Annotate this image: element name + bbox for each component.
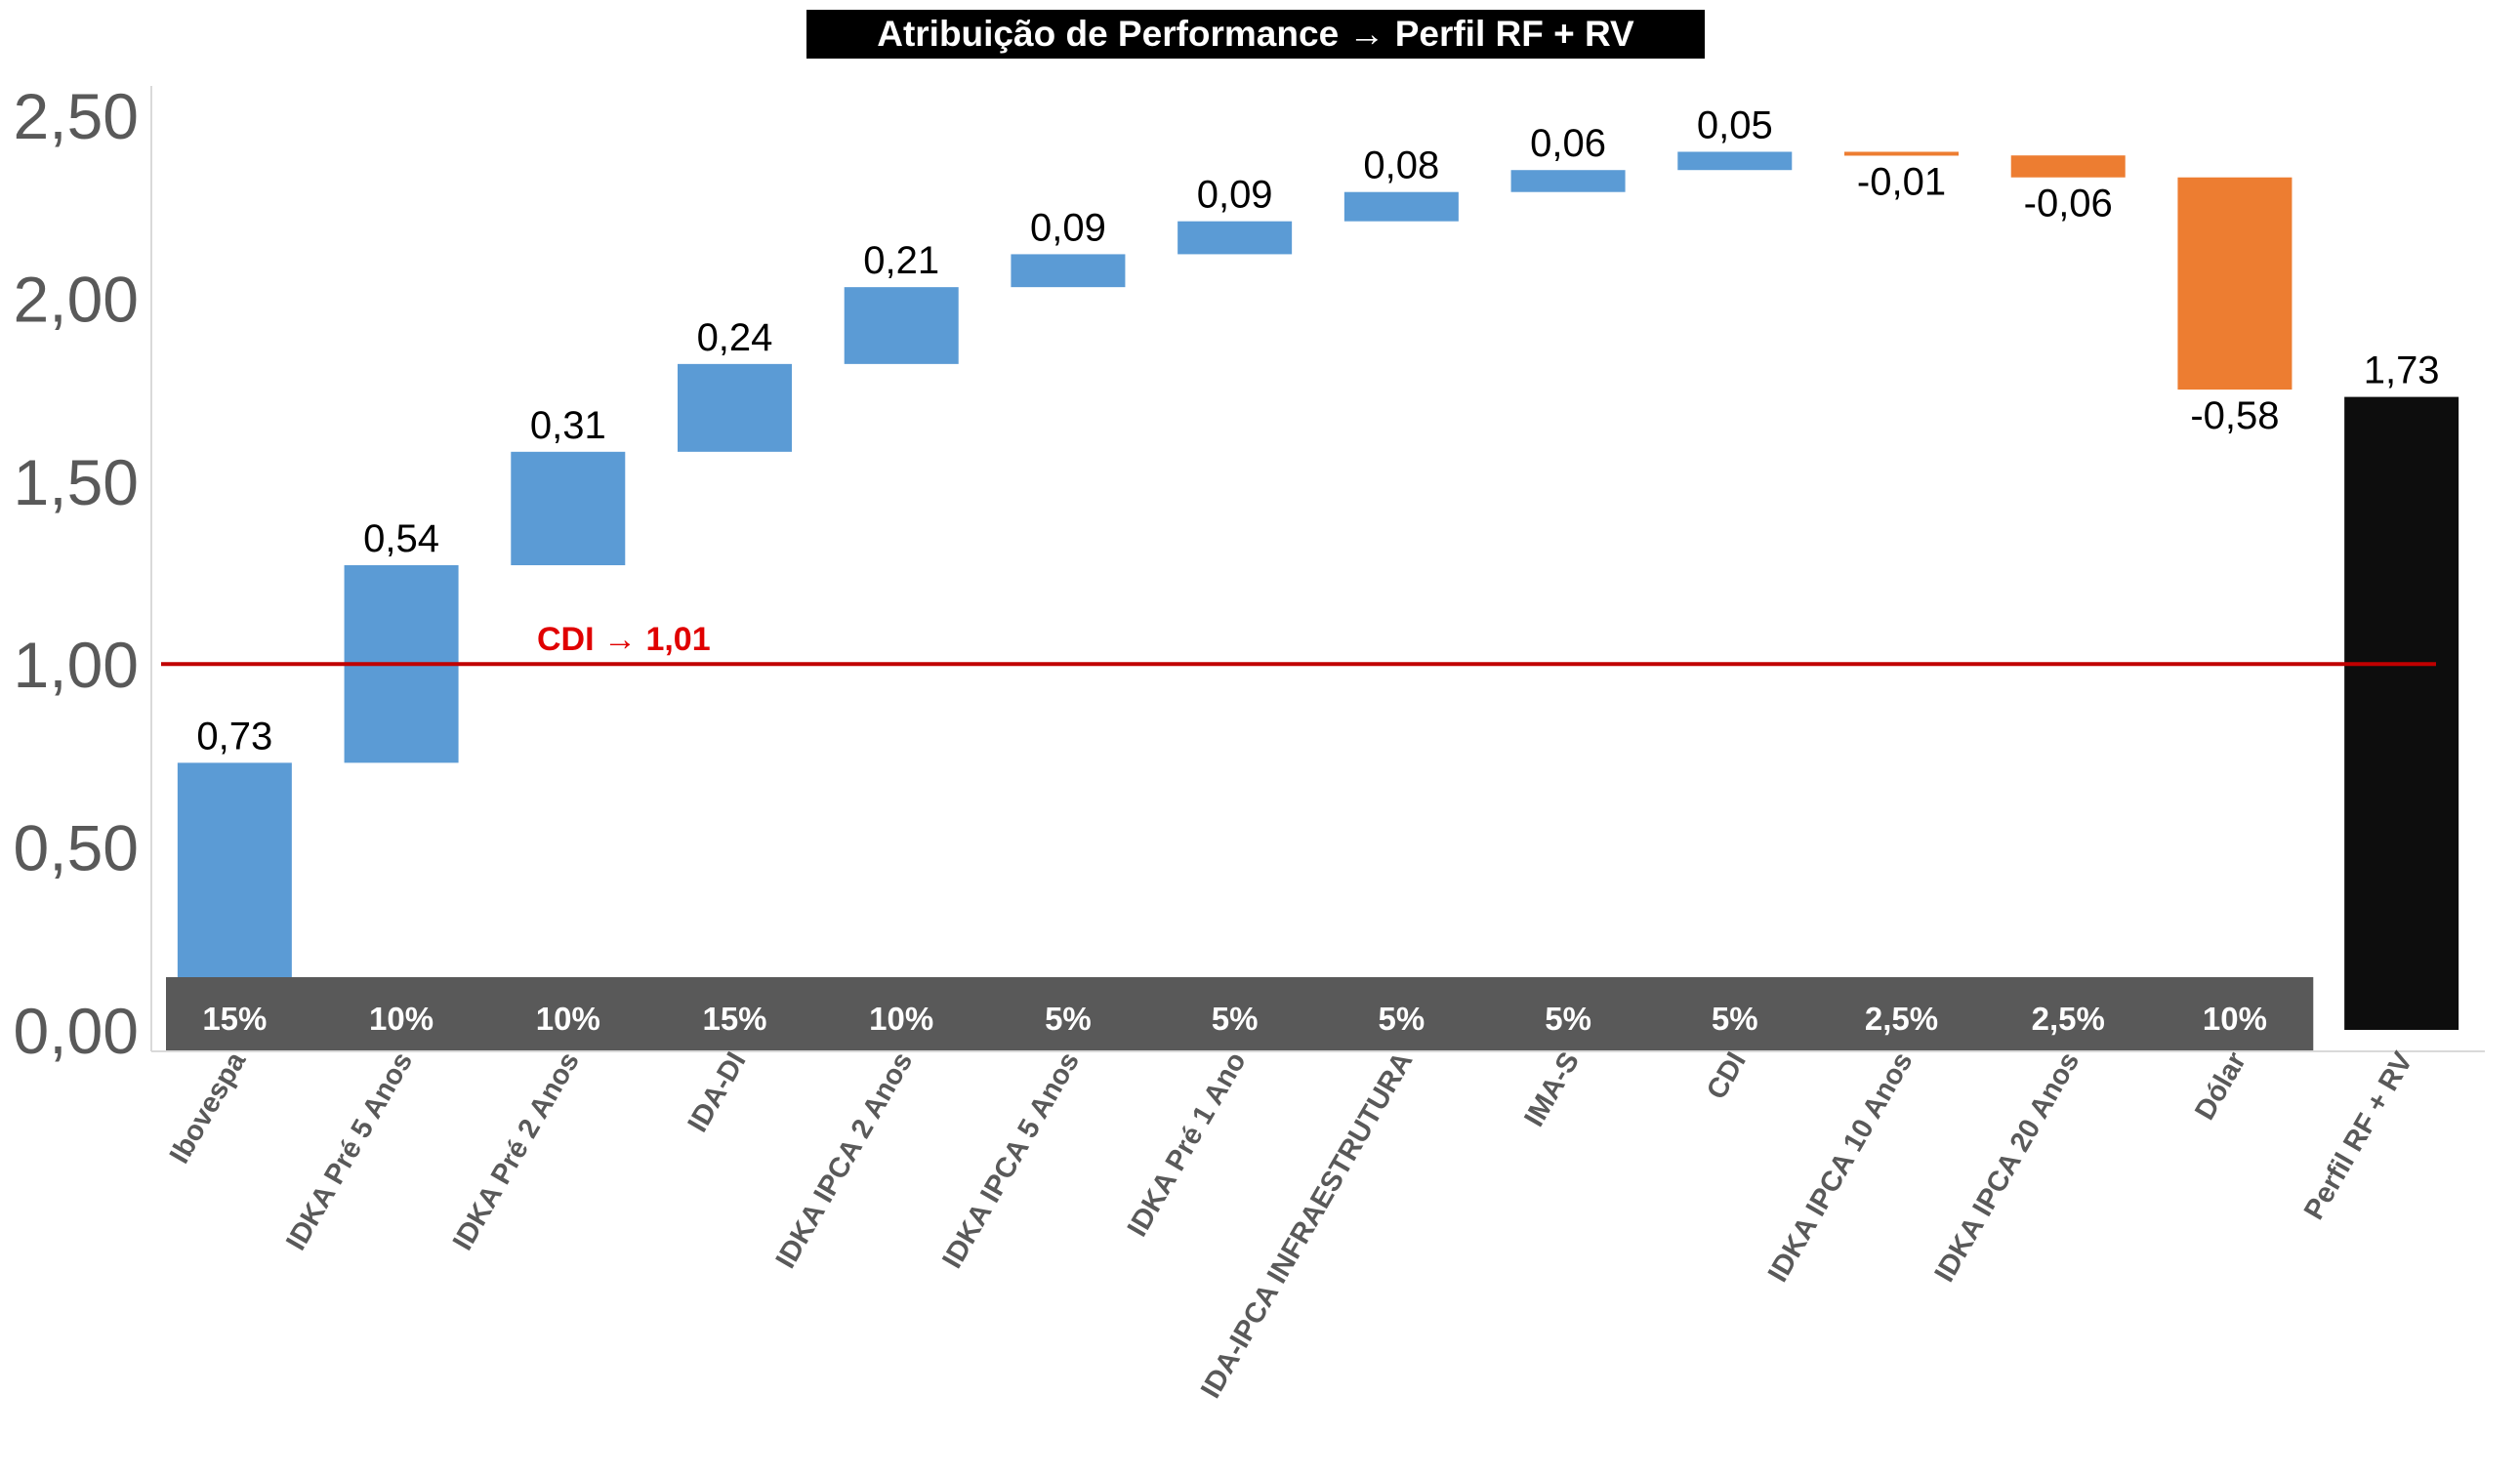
value-label-9: 0,05 (1697, 103, 1773, 146)
weight-label-12: 10% (2203, 1001, 2267, 1037)
weights-band (166, 977, 2314, 1051)
bar-8 (1510, 170, 1626, 192)
weight-label-11: 2,5% (2032, 1001, 2105, 1037)
bar-7 (1343, 191, 1459, 222)
chart-title: Atribuição de Performance → Perfil RF + … (806, 10, 1705, 102)
x-tick-label-11: IDKA IPCA 20 Anos (1929, 1047, 2086, 1288)
x-tick-label-10: IDKA IPCA 10 Anos (1762, 1047, 1920, 1288)
value-label-5: 0,09 (1030, 206, 1106, 249)
x-tick-label-6: IDKA Pré 1 Ano (1122, 1047, 1253, 1243)
value-label-12: -0,58 (2190, 394, 2279, 437)
weight-label-10: 2,5% (1865, 1001, 1938, 1037)
x-tick-label-2: IDKA Pré 2 Anos (447, 1047, 586, 1256)
y-tick-label-3: 1,50 (14, 446, 139, 518)
weight-label-4: 10% (869, 1001, 933, 1037)
weight-label-6: 5% (1212, 1001, 1259, 1037)
weight-label-7: 5% (1379, 1001, 1425, 1037)
weight-label-2: 10% (536, 1001, 600, 1037)
y-tick-label-2: 1,00 (14, 629, 139, 701)
y-tick-label-0: 0,00 (14, 995, 139, 1067)
x-tick-label-5: IDKA IPCA 5 Anos (936, 1047, 1086, 1274)
y-tick-label-4: 2,00 (14, 263, 139, 335)
value-label-11: -0,06 (2024, 183, 2113, 226)
value-label-0: 0,73 (196, 715, 272, 758)
weight-label-1: 10% (369, 1001, 434, 1037)
value-label-10: -0,01 (1857, 160, 1946, 203)
x-tick-label-13: Perfil RF + RV (2298, 1046, 2419, 1225)
bar-2 (511, 451, 626, 566)
weight-label-5: 5% (1045, 1001, 1092, 1037)
weight-label-8: 5% (1545, 1001, 1591, 1037)
value-label-6: 0,09 (1197, 174, 1273, 217)
value-label-4: 0,21 (863, 239, 939, 282)
bar-5 (1011, 254, 1126, 288)
bar-11 (2010, 155, 2126, 178)
value-label-8: 0,06 (1530, 122, 1606, 165)
bar-12 (2177, 177, 2293, 390)
value-label-7: 0,08 (1363, 144, 1439, 187)
x-tick-label-1: IDKA Pré 5 Anos (280, 1047, 419, 1256)
cdi-reference-label: CDI → 1,01 (537, 621, 711, 658)
x-tick-label-4: IDKA IPCA 2 Anos (770, 1047, 920, 1274)
x-tick-label-8: IMA-S (1518, 1047, 1586, 1132)
value-label-3: 0,24 (697, 316, 773, 359)
value-label-2: 0,31 (530, 404, 606, 447)
bar-6 (1177, 221, 1293, 255)
weight-label-0: 15% (202, 1001, 267, 1037)
x-tick-label-3: IDA-DI (682, 1047, 753, 1138)
bar-13 (2344, 396, 2459, 1030)
x-tick-label-12: Dólar (2189, 1047, 2252, 1126)
bar-10 (1844, 151, 1959, 156)
y-tick-label-5: 2,50 (14, 80, 139, 152)
x-tick-label-0: Ibovespa (164, 1046, 253, 1169)
x-tick-label-9: CDI (1701, 1047, 1753, 1105)
weight-label-9: 5% (1712, 1001, 1758, 1037)
value-label-13: 1,73 (2364, 349, 2440, 392)
y-tick-label-1: 0,50 (14, 812, 139, 884)
value-label-1: 0,54 (363, 517, 439, 560)
bar-9 (1677, 151, 1793, 171)
bar-3 (678, 363, 792, 452)
weight-label-3: 15% (702, 1001, 766, 1037)
bar-4 (844, 287, 959, 364)
